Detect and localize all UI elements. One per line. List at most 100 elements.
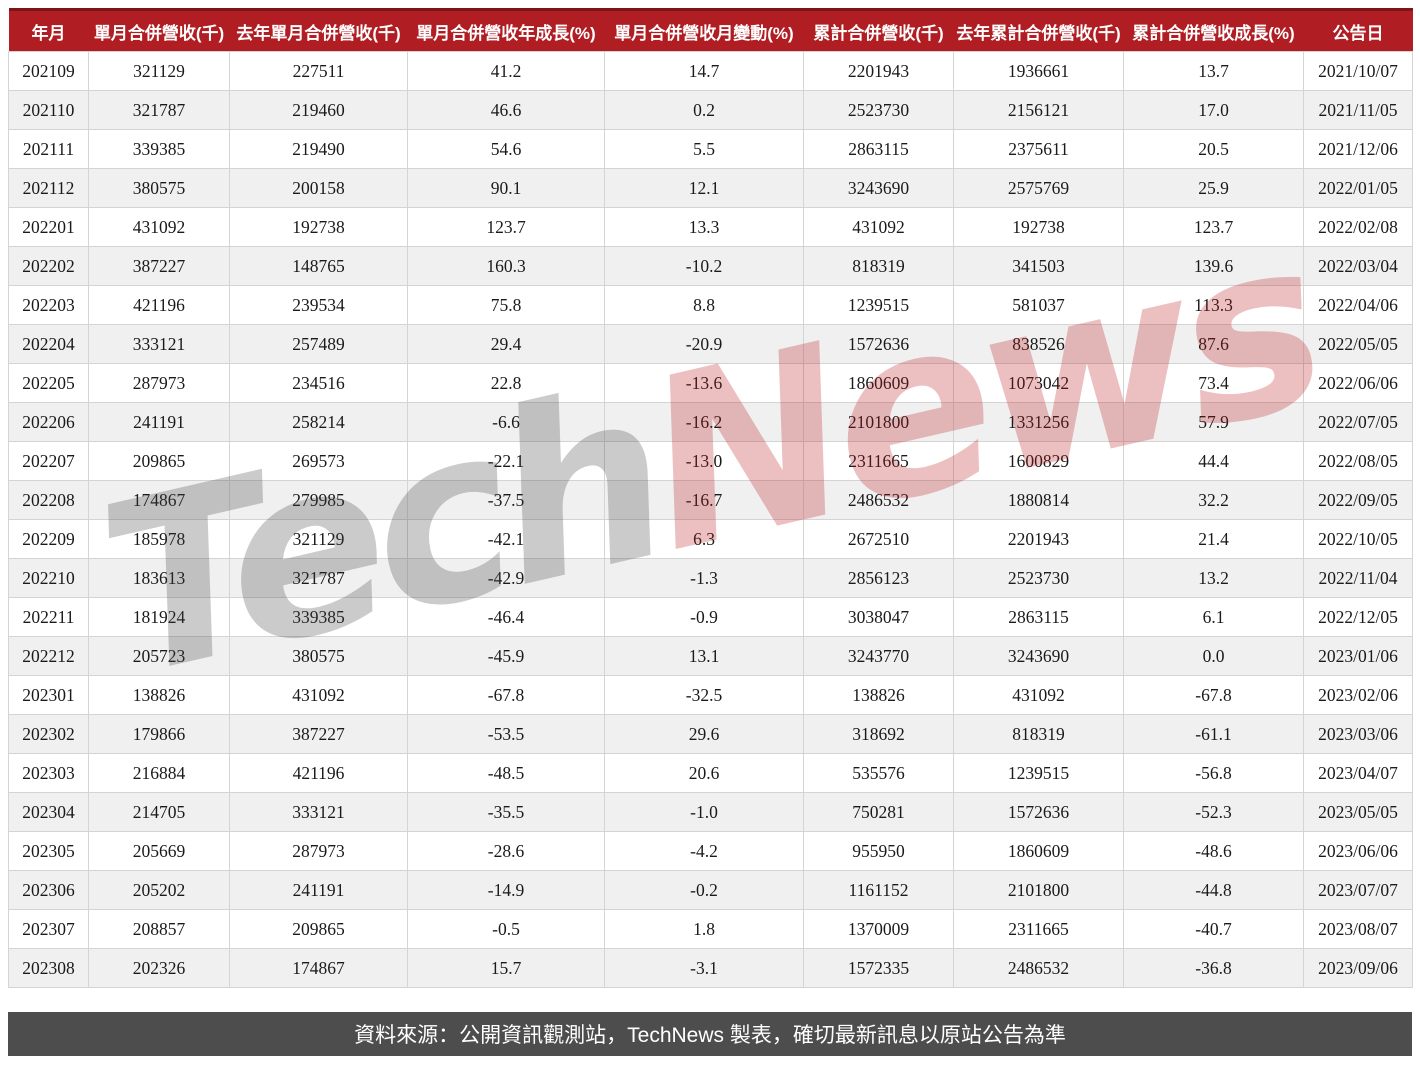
- table-cell: 321787: [229, 558, 408, 598]
- table-cell: 174867: [229, 948, 408, 988]
- table-cell: 202203: [8, 285, 89, 325]
- column-header-0: 年月: [8, 8, 89, 52]
- table-cell: 202207: [8, 441, 89, 481]
- table-cell: 1370009: [803, 909, 954, 949]
- table-cell: 200158: [229, 168, 408, 208]
- table-cell: 380575: [88, 168, 230, 208]
- table-row: 202306 205202 241191 -14.9 -0.2 1161152 210180…: [8, 870, 1413, 910]
- table-cell: 13.7: [1123, 51, 1304, 91]
- table-row: 202206 241191 258214 -6.6 -16.2 2101800 133125…: [8, 402, 1413, 442]
- table-row: 202302 179866 387227 -53.5 29.6 318692 818319-…: [8, 714, 1413, 754]
- table-cell: 123.7: [407, 207, 605, 247]
- table-cell: 46.6: [407, 90, 605, 130]
- table-cell: -53.5: [407, 714, 605, 754]
- table-cell: 2023/03/06: [1303, 714, 1413, 754]
- table-cell: 29.6: [604, 714, 804, 754]
- table-cell: 421196: [229, 753, 408, 793]
- column-header-2: 去年單月合併營收(千): [229, 8, 408, 52]
- table-cell: 234516: [229, 363, 408, 403]
- table-cell: -10.2: [604, 246, 804, 286]
- table-cell: 202208: [8, 480, 89, 520]
- table-cell: -40.7: [1123, 909, 1304, 949]
- table-cell: 2023/07/07: [1303, 870, 1413, 910]
- table-cell: -13.6: [604, 363, 804, 403]
- table-cell: 535576: [803, 753, 954, 793]
- table-cell: 87.6: [1123, 324, 1304, 364]
- header-row: 年月 單月合併營收(千) 去年單月合併營收(千) 單月合併營收年成長(%) 單月合併營收…: [8, 8, 1413, 52]
- table-cell: 202209: [8, 519, 89, 559]
- table-cell: 241191: [88, 402, 230, 442]
- table-cell: 20.6: [604, 753, 804, 793]
- table-cell: 2022/11/04: [1303, 558, 1413, 598]
- table-cell: 219460: [229, 90, 408, 130]
- table-cell: 12.1: [604, 168, 804, 208]
- table-cell: 387227: [88, 246, 230, 286]
- table-cell: -48.5: [407, 753, 605, 793]
- table-cell: 287973: [229, 831, 408, 871]
- table-cell: 179866: [88, 714, 230, 754]
- table-cell: 955950: [803, 831, 954, 871]
- table-cell: 387227: [229, 714, 408, 754]
- table-cell: 2101800: [953, 870, 1124, 910]
- table-cell: 21.4: [1123, 519, 1304, 559]
- table-cell: 333121: [88, 324, 230, 364]
- table-cell: 160.3: [407, 246, 605, 286]
- table-cell: -14.9: [407, 870, 605, 910]
- table-cell: 339385: [229, 597, 408, 637]
- table-cell: 6.3: [604, 519, 804, 559]
- table-cell: 380575: [229, 636, 408, 676]
- table-cell: 5.5: [604, 129, 804, 169]
- table-cell: 202109: [8, 51, 89, 91]
- table-cell: 2022/08/05: [1303, 441, 1413, 481]
- table-cell: 241191: [229, 870, 408, 910]
- table-cell: 321787: [88, 90, 230, 130]
- table-row: 202305 205669 287973 -28.6 -4.2 955950 1860609…: [8, 831, 1413, 871]
- table-cell: 1572636: [953, 792, 1124, 832]
- table-cell: 431092: [88, 207, 230, 247]
- table-cell: 208857: [88, 909, 230, 949]
- column-header-8: 公告日: [1303, 8, 1413, 52]
- table-cell: 54.6: [407, 129, 605, 169]
- revenue-table: 年月 單月合併營收(千) 去年單月合併營收(千) 單月合併營收年成長(%) 單月合併營收…: [8, 8, 1413, 988]
- table-row: 202209 185978 321129 -42.1 6.3 2672510 2201943…: [8, 519, 1413, 559]
- table-cell: 13.2: [1123, 558, 1304, 598]
- table-cell: 2201943: [953, 519, 1124, 559]
- table-cell: 209865: [229, 909, 408, 949]
- table-cell: 818319: [803, 246, 954, 286]
- table-cell: 202110: [8, 90, 89, 130]
- table-cell: 2201943: [803, 51, 954, 91]
- table-cell: 2023/02/06: [1303, 675, 1413, 715]
- table-cell: -52.3: [1123, 792, 1304, 832]
- table-cell: 192738: [229, 207, 408, 247]
- table-cell: 431092: [229, 675, 408, 715]
- table-cell: 123.7: [1123, 207, 1304, 247]
- table-cell: 205202: [88, 870, 230, 910]
- table-row: 202203 421196 239534 75.8 8.8 1239515 581037 11…: [8, 285, 1413, 325]
- table-row: 202308 202326 174867 15.7 -3.1 1572335 2486532…: [8, 948, 1413, 988]
- table-cell: 205669: [88, 831, 230, 871]
- table-cell: 750281: [803, 792, 954, 832]
- table-cell: 2523730: [803, 90, 954, 130]
- table-cell: 2022/04/06: [1303, 285, 1413, 325]
- table-row: 202304 214705 333121 -35.5 -1.0 750281 1572636…: [8, 792, 1413, 832]
- table-cell: 202210: [8, 558, 89, 598]
- table-cell: 8.8: [604, 285, 804, 325]
- table-cell: 139.6: [1123, 246, 1304, 286]
- table-cell: 3243690: [803, 168, 954, 208]
- table-cell: -1.3: [604, 558, 804, 598]
- table-row: 202207 209865 269573 -22.1 -13.0 2311665 16008…: [8, 441, 1413, 481]
- table-cell: 2486532: [803, 480, 954, 520]
- table-cell: 15.7: [407, 948, 605, 988]
- table-cell: -0.5: [407, 909, 605, 949]
- table-cell: 2022/01/05: [1303, 168, 1413, 208]
- table-cell: 321129: [88, 51, 230, 91]
- table-cell: 257489: [229, 324, 408, 364]
- table-cell: -45.9: [407, 636, 605, 676]
- table-cell: 3243690: [953, 636, 1124, 676]
- table-cell: 2523730: [953, 558, 1124, 598]
- table-row: 202210 183613 321787 -42.9 -1.3 2856123 252373…: [8, 558, 1413, 598]
- table-cell: 2022/12/05: [1303, 597, 1413, 637]
- table-cell: 205723: [88, 636, 230, 676]
- table-cell: 2856123: [803, 558, 954, 598]
- column-header-1: 單月合併營收(千): [88, 8, 230, 52]
